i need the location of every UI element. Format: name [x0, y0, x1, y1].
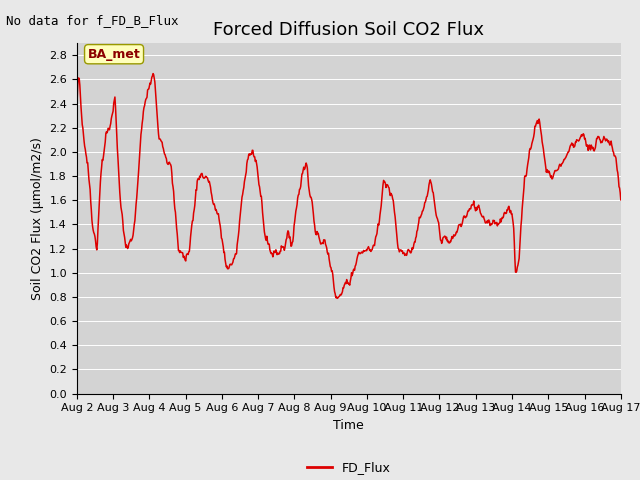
- Text: BA_met: BA_met: [88, 48, 140, 60]
- Y-axis label: Soil CO2 Flux (μmol/m2/s): Soil CO2 Flux (μmol/m2/s): [31, 137, 44, 300]
- X-axis label: Time: Time: [333, 419, 364, 432]
- Text: No data for f_FD_B_Flux: No data for f_FD_B_Flux: [6, 14, 179, 27]
- Title: Forced Diffusion Soil CO2 Flux: Forced Diffusion Soil CO2 Flux: [213, 21, 484, 39]
- Legend: FD_Flux: FD_Flux: [302, 456, 396, 479]
